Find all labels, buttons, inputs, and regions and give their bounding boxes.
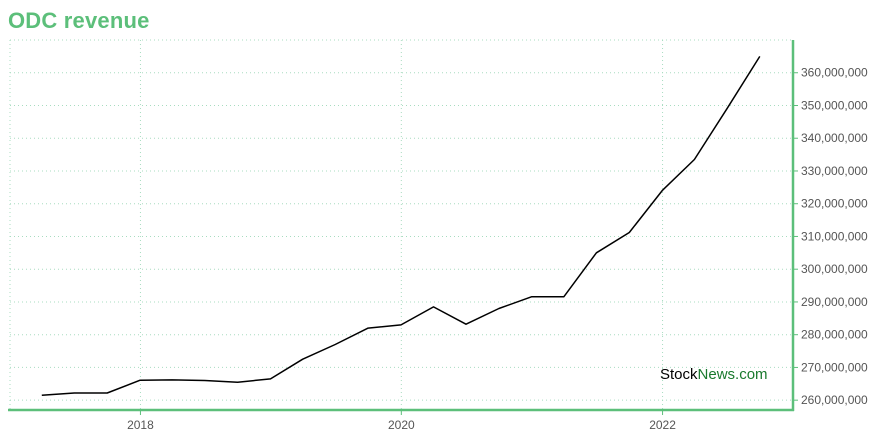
chart-title: ODC revenue (8, 8, 150, 33)
y-tick-label: 340,000,000 (801, 131, 868, 145)
y-tick-label: 330,000,000 (801, 164, 868, 178)
y-tick-label: 310,000,000 (801, 229, 868, 243)
watermark-part-stock: Stock (660, 366, 698, 383)
watermark-logo: StockNews.com (660, 366, 768, 383)
y-tick-label: 270,000,000 (801, 360, 868, 374)
y-tick-label: 260,000,000 (801, 393, 868, 407)
x-tick-label: 2020 (388, 418, 415, 432)
watermark-part-com: .com (735, 366, 768, 383)
y-tick-label: 280,000,000 (801, 328, 868, 342)
y-tick-label: 350,000,000 (801, 98, 868, 112)
x-tick-label: 2018 (127, 418, 154, 432)
watermark-part-news: News (698, 366, 736, 383)
x-tick-label: 2022 (649, 418, 676, 432)
y-tick-label: 300,000,000 (801, 262, 868, 276)
y-tick-label: 320,000,000 (801, 197, 868, 211)
y-tick-label: 360,000,000 (801, 66, 868, 80)
series-line (41, 56, 761, 397)
y-tick-label: 290,000,000 (801, 295, 868, 309)
